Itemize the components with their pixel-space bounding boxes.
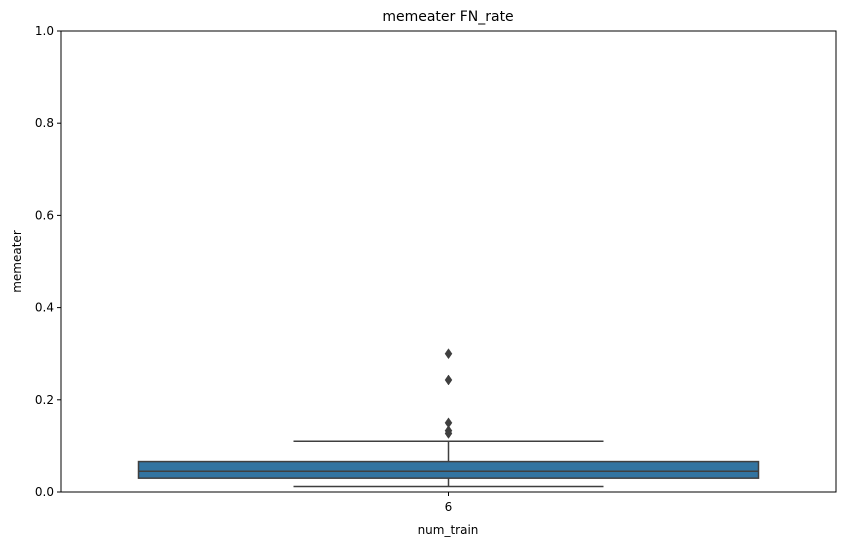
x-axis-label: num_train <box>418 523 479 537</box>
y-tick-label: 0.0 <box>35 485 54 499</box>
box <box>137 460 760 479</box>
x-axis: 6 <box>445 492 453 514</box>
y-tick-label: 1.0 <box>35 24 54 38</box>
y-tick-label: 0.8 <box>35 116 54 130</box>
y-tick-label: 0.2 <box>35 393 54 407</box>
plot-area <box>137 348 760 488</box>
outlier-point <box>444 374 453 386</box>
y-axis-label: memeater <box>10 230 24 293</box>
outlier-point <box>444 428 453 439</box>
x-tick-label: 6 <box>445 500 453 514</box>
y-axis: 0.0 0.2 0.4 0.6 0.8 1.0 <box>35 24 61 499</box>
outlier-point <box>444 348 453 360</box>
y-tick-label: 0.6 <box>35 208 54 222</box>
box-group <box>137 348 760 488</box>
chart-title: memeater FN_rate <box>382 9 513 25</box>
y-tick-label: 0.4 <box>35 301 54 315</box>
